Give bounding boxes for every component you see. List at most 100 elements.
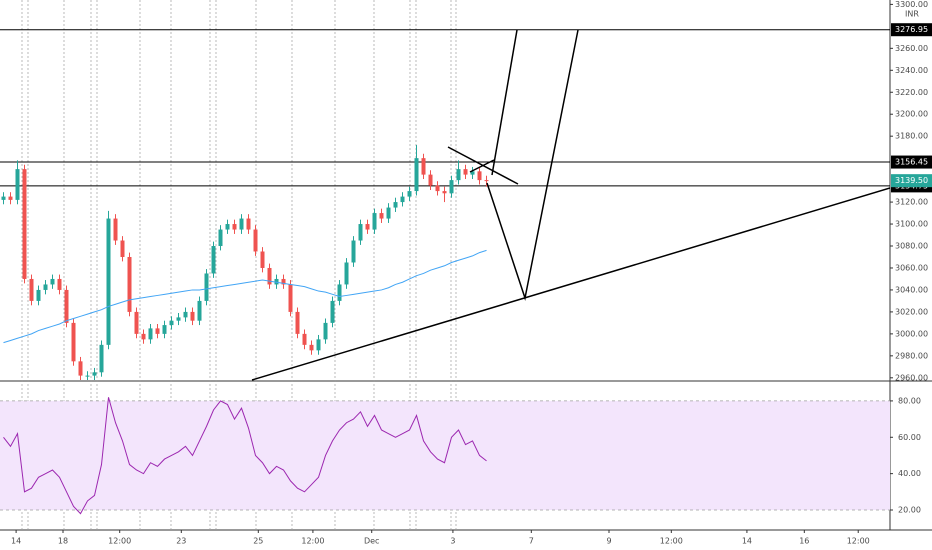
x-tick-label: Dec (364, 537, 379, 546)
price-axis: INR 14 18 12:00 23 25 12:00 Dec 3 7 9 12:00 14 16 12:… (11, 0, 932, 546)
marks (0, 29, 890, 515)
candle-body (190, 311, 195, 321)
candle-body (309, 344, 314, 351)
candle-body (302, 333, 307, 345)
candle-body (64, 289, 69, 323)
candle-body (288, 284, 293, 312)
x-tick-label: 12:00 (660, 537, 683, 546)
candle-body (442, 191, 447, 194)
last-price-label: 3139.50 (895, 176, 928, 185)
candle-body (232, 224, 237, 230)
y-tick-label: 3200.00 (895, 110, 928, 119)
candle-body (43, 284, 48, 290)
candle-body (484, 180, 489, 182)
candle-body (421, 158, 426, 175)
candle-body (414, 158, 419, 192)
candle-body (148, 328, 153, 340)
candle-body (344, 262, 349, 285)
candle-body (323, 322, 328, 340)
candle-body (358, 224, 363, 241)
candle-body (211, 246, 216, 274)
candle-body (141, 333, 146, 340)
candle-body (8, 196, 13, 200)
panes (0, 0, 932, 531)
candle-body (393, 202, 398, 208)
candle-body (106, 218, 111, 345)
y-tick-label: 3000.00 (895, 329, 928, 338)
y-tick-label: 3100.00 (895, 220, 928, 229)
y-tick-label: 2980.00 (895, 351, 928, 360)
last-price-box (891, 174, 932, 188)
candle-body (36, 289, 41, 301)
candle-body (260, 251, 265, 268)
candle-body (162, 325, 167, 334)
level-label: 3156.45 (895, 158, 928, 167)
candle-body (204, 273, 209, 301)
y-tick-label: 3240.00 (895, 66, 928, 75)
y-tick-label: 80.00 (898, 396, 921, 405)
y-tick-label: 3080.00 (895, 242, 928, 251)
candle-body (337, 284, 342, 301)
x-tick-label: 12:00 (847, 537, 870, 546)
x-tick-label: 16 (799, 537, 809, 546)
candle-body (57, 278, 62, 290)
candle-body (225, 224, 230, 230)
y-tick-label: 2960.00 (895, 373, 928, 382)
candle-body (400, 196, 405, 203)
projection-path (486, 29, 579, 301)
level-label-box (891, 155, 932, 169)
candle-body (267, 267, 272, 285)
y-tick-label: 3020.00 (895, 307, 928, 316)
drawings (251, 29, 891, 381)
candle-body (127, 256, 132, 312)
rsi-band (0, 400, 890, 510)
candle-body (407, 191, 412, 197)
y-tick-label: 3060.00 (895, 263, 928, 272)
y-tick-label: 3260.00 (895, 44, 928, 53)
x-tick-label: 23 (176, 537, 186, 546)
projection-path (491, 29, 518, 176)
candle-body (295, 311, 300, 334)
candle-body (246, 218, 251, 230)
candle-body (470, 171, 475, 175)
level-label-box (891, 23, 932, 37)
candle-body (456, 169, 461, 181)
y-tick-label: 20.00 (898, 506, 921, 515)
x-tick-label: 14 (742, 537, 752, 546)
candle-body (71, 322, 76, 362)
y-tick-label: 40.00 (898, 469, 921, 478)
candle-body (99, 344, 104, 373)
rsi-line (3, 397, 487, 515)
candle-body (120, 240, 125, 257)
candle-body (50, 278, 55, 285)
candle-body (372, 213, 377, 230)
candle-body (463, 169, 468, 175)
candle-body (85, 375, 90, 377)
candle-body (351, 240, 356, 263)
candle-body (449, 180, 454, 194)
candle-body (169, 320, 174, 326)
y-tick-label: 60.00 (898, 433, 921, 442)
candle-body (176, 317, 181, 321)
candle-body (281, 278, 286, 285)
candle-body (239, 218, 244, 230)
candle-body (113, 218, 118, 241)
candle-body (183, 311, 188, 318)
candle-body (1, 196, 6, 200)
currency-label: INR (905, 10, 919, 19)
x-tick-label: 12:00 (108, 537, 131, 546)
level-label: 3276.95 (895, 25, 928, 34)
candle-body (386, 207, 391, 219)
candle-body (22, 169, 27, 279)
candle-body (316, 339, 321, 351)
candle-body (155, 328, 160, 334)
candle-body (92, 372, 97, 376)
x-tick-label: 7 (529, 537, 534, 546)
x-tick-label: 14 (11, 537, 21, 546)
candle-body (330, 300, 335, 323)
candle-body (365, 224, 370, 230)
candle-body (274, 278, 279, 285)
y-tick-label: 3300.00 (895, 0, 928, 9)
candle-body (15, 169, 20, 200)
